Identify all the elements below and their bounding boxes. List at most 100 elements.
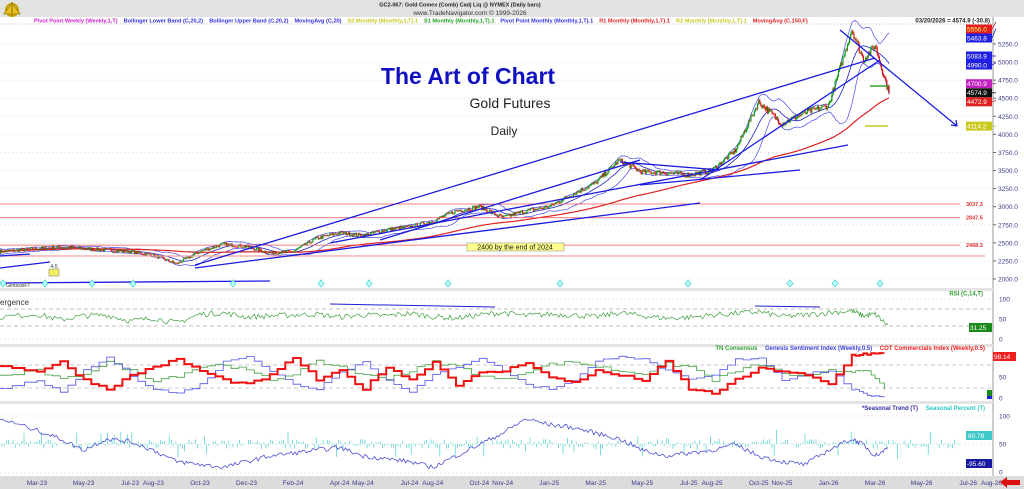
price-candle	[751, 115, 753, 116]
price-candle	[145, 253, 147, 256]
price-candle	[386, 229, 388, 231]
level-label: 3037.3	[966, 202, 983, 208]
price-candle	[617, 159, 619, 165]
price-candle	[426, 222, 428, 225]
price-candle	[279, 252, 281, 254]
annotation-box[interactable]	[466, 242, 565, 252]
price-candle	[16, 249, 18, 251]
price-candle	[186, 257, 188, 259]
price-candle	[738, 143, 740, 145]
price-candle	[477, 207, 479, 208]
price-candle	[74, 247, 76, 249]
price-candle	[65, 247, 67, 249]
price-candle	[115, 252, 117, 253]
price-candle	[190, 256, 192, 258]
price-candle	[466, 209, 468, 211]
price-candle	[140, 252, 142, 255]
price-candle	[718, 164, 720, 168]
price-candle	[559, 202, 561, 203]
price-badge	[966, 97, 992, 107]
price-candle	[136, 251, 138, 254]
seasonal-tick-label: 50	[999, 442, 1007, 449]
price-candle	[795, 118, 797, 120]
rsi-divergence-line	[329, 303, 496, 308]
scroll-right-arrow-icon[interactable]	[1000, 477, 1020, 488]
price-candle	[575, 193, 577, 195]
price-candle	[533, 208, 535, 211]
y-tick-label: 4000.0	[998, 132, 1018, 139]
price-candle	[370, 232, 372, 235]
price-candle	[138, 251, 140, 253]
price-candle	[821, 105, 823, 109]
price-candle	[840, 63, 842, 67]
price-candle	[272, 251, 274, 255]
price-candle	[797, 116, 800, 117]
price-candle	[39, 248, 41, 250]
price-candle	[453, 213, 455, 215]
price-candle	[415, 223, 417, 225]
price-candle	[540, 208, 542, 209]
price-candle	[817, 106, 820, 111]
price-candle	[304, 243, 306, 245]
price-candle	[693, 175, 695, 176]
price-candle	[847, 43, 850, 45]
price-candle	[34, 247, 36, 250]
price-candle	[874, 46, 876, 50]
x-tick-label: May-24	[352, 480, 374, 487]
price-candle	[841, 63, 843, 65]
price-candle	[800, 114, 802, 116]
price-candle	[745, 129, 748, 132]
price-candle	[649, 171, 651, 173]
price-candle	[731, 152, 733, 154]
x-tick-label: Oct-23	[190, 480, 210, 487]
price-candle	[658, 170, 660, 172]
price-candle	[265, 252, 268, 254]
price-candle	[282, 250, 284, 252]
x-tick-label: Mar-25	[585, 480, 606, 487]
price-candle	[572, 193, 575, 197]
legend-item: R2 Monthly (Monthly,1,T).1	[676, 19, 747, 25]
price-candle	[85, 249, 87, 250]
price-candle	[72, 246, 75, 248]
price-badge	[966, 24, 992, 34]
price-candle	[723, 158, 725, 162]
price-candle	[434, 222, 436, 223]
price-candle	[281, 250, 283, 254]
price-candle	[332, 233, 334, 236]
price-candle	[160, 256, 162, 257]
price-candle	[459, 210, 462, 211]
price-candle	[394, 228, 396, 230]
x-tick-label: Nov-25	[771, 480, 792, 487]
price-candle	[467, 208, 469, 211]
price-candle	[177, 263, 179, 264]
price-candle	[673, 172, 676, 174]
wave-label-box	[48, 268, 60, 277]
price-candle	[220, 243, 222, 245]
price-candle	[601, 174, 603, 178]
y-tick-label: 2500.0	[998, 240, 1018, 247]
price-candle	[549, 205, 551, 207]
price-candle	[38, 248, 40, 250]
price-candle	[813, 107, 815, 109]
x-tick-label: Jul-24	[401, 480, 419, 487]
price-candle	[498, 214, 500, 217]
price-candle	[872, 46, 874, 48]
price-candle	[30, 247, 33, 249]
price-candle	[59, 247, 61, 249]
price-candle	[763, 105, 765, 108]
price-candle	[419, 222, 422, 226]
price-candle	[423, 221, 425, 225]
y-tick-label: 4250.0	[998, 114, 1018, 121]
price-candle	[258, 247, 260, 252]
price-candle	[621, 159, 623, 164]
price-candle	[647, 169, 649, 171]
price-candle	[162, 256, 164, 258]
price-candle	[14, 250, 16, 252]
price-candle	[494, 212, 496, 215]
price-candle	[602, 174, 605, 177]
price-candle	[221, 243, 223, 244]
price-candle	[199, 252, 201, 253]
price-candle	[37, 249, 39, 250]
genesis-diamond-icon	[444, 279, 452, 288]
price-candle	[364, 233, 366, 238]
